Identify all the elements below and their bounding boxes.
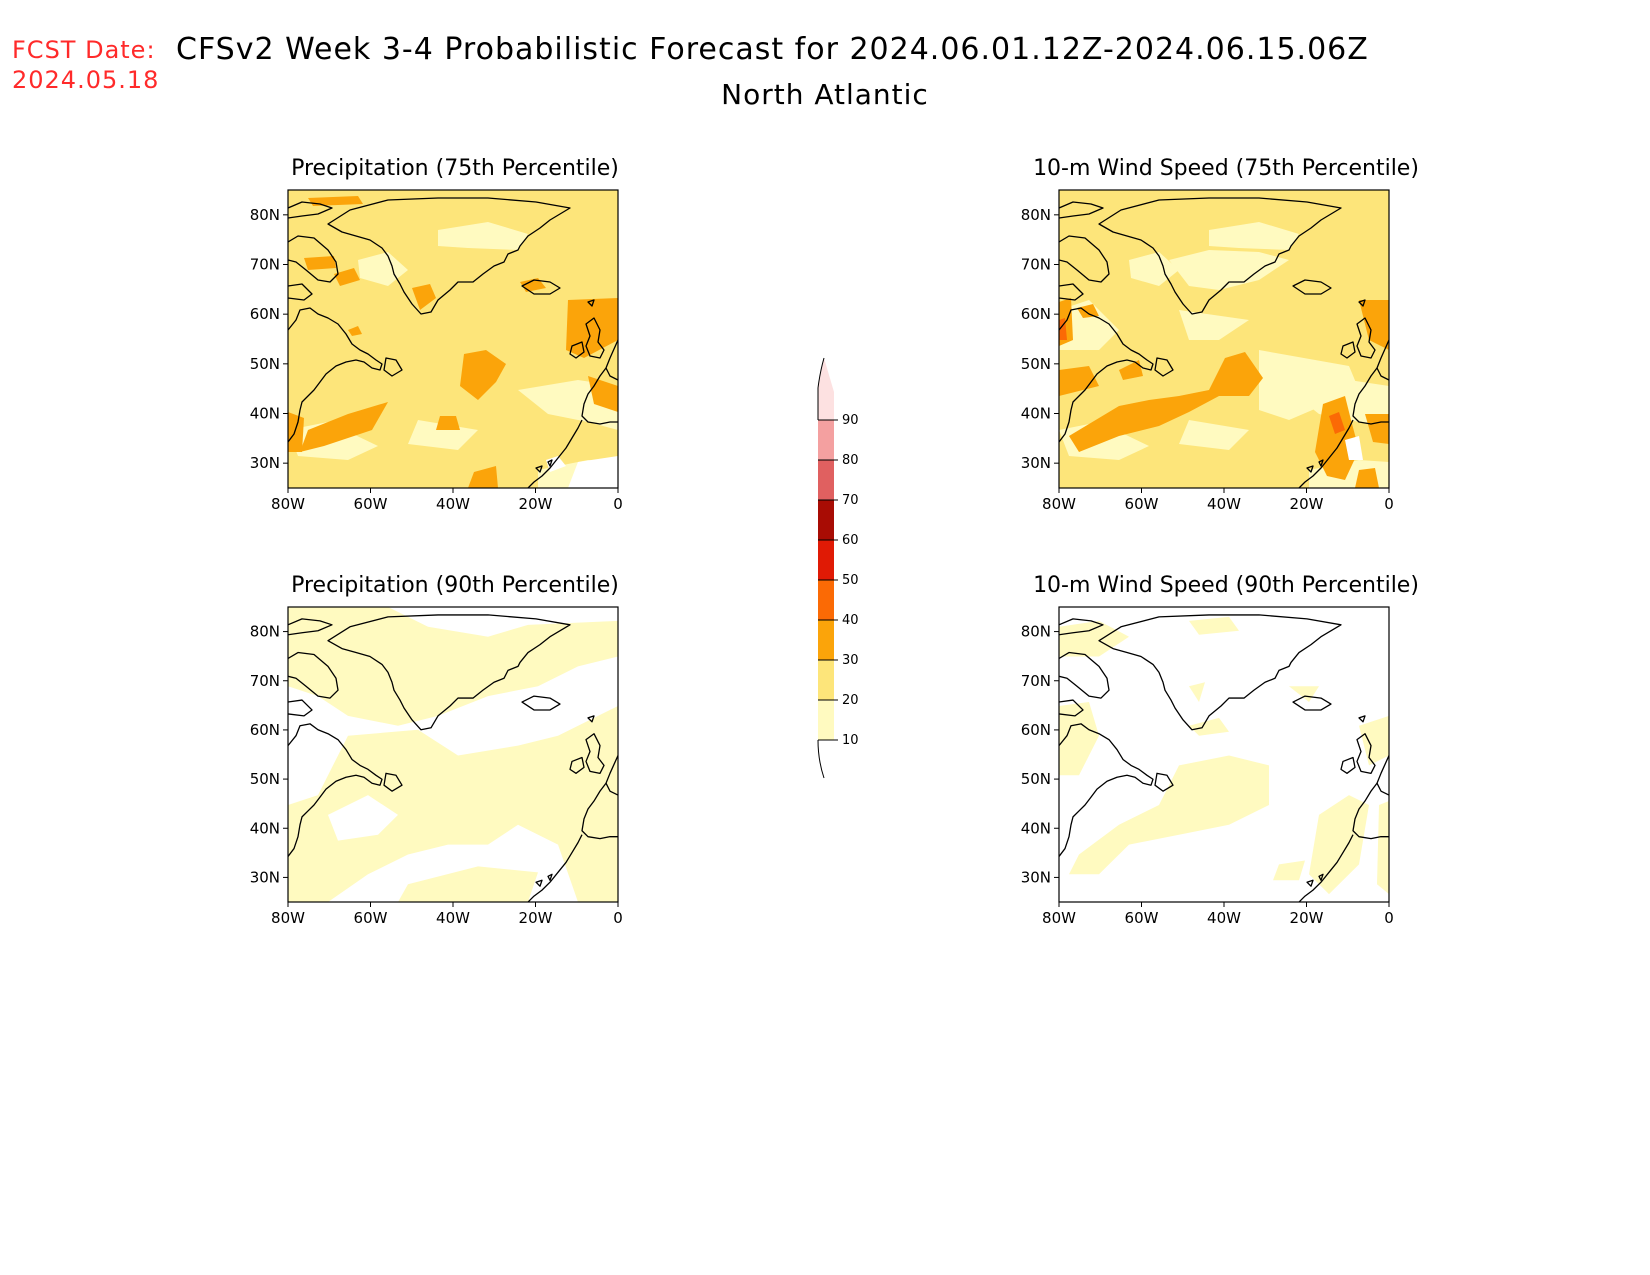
lon-tick-label: 80W bbox=[271, 495, 305, 513]
colorbar-swatch bbox=[818, 580, 834, 620]
lat-tick-label: 40N bbox=[1021, 405, 1051, 423]
colorbar-swatch bbox=[818, 620, 834, 660]
lat-tick-label: 50N bbox=[1021, 355, 1051, 373]
lat-tick-label: 70N bbox=[250, 256, 280, 274]
lat-tick-label: 40N bbox=[250, 405, 280, 423]
colorbar-swatch bbox=[818, 460, 834, 500]
colorbar: 10 20 30 40 50 60 70 80 90 bbox=[817, 357, 859, 779]
lat-tick-label: 50N bbox=[250, 770, 280, 788]
colorbar-swatch bbox=[818, 500, 834, 540]
colorbar-end bbox=[817, 739, 825, 779]
lat-tick-label: 70N bbox=[250, 672, 280, 690]
panel-precip-90: Precipitation (90th Percentile) 80N 70N 60… bbox=[250, 573, 623, 927]
colorbar-label: 50 bbox=[842, 573, 859, 588]
lat-tick-label: 60N bbox=[250, 305, 280, 323]
lat-tick-label: 80N bbox=[250, 206, 280, 224]
region-subtitle: North Atlantic bbox=[721, 78, 929, 111]
lat-tick-label: 30N bbox=[1021, 454, 1051, 472]
lat-tick-label: 50N bbox=[1021, 770, 1051, 788]
lon-tick-label: 60W bbox=[1125, 909, 1159, 927]
colorbar-swatch bbox=[818, 700, 834, 740]
colorbar-label: 40 bbox=[842, 613, 859, 628]
colorbar-end bbox=[817, 357, 825, 420]
lon-tick-label: 0 bbox=[613, 495, 623, 513]
colorbar-label: 20 bbox=[842, 693, 859, 708]
lat-tick-label: 70N bbox=[1021, 256, 1051, 274]
panel-wind-75: 10-m Wind Speed (75th Percentile) bbox=[1021, 156, 1419, 513]
lat-tick-label: 80N bbox=[1021, 623, 1051, 641]
lat-tick-label: 50N bbox=[250, 355, 280, 373]
lon-tick-label: 20W bbox=[1290, 909, 1324, 927]
lat-tick-label: 70N bbox=[1021, 672, 1051, 690]
lon-tick-label: 80W bbox=[271, 909, 305, 927]
lon-tick-label: 20W bbox=[519, 909, 553, 927]
lat-tick-label: 80N bbox=[250, 623, 280, 641]
colorbar-label: 10 bbox=[842, 733, 859, 748]
lat-tick-label: 60N bbox=[1021, 305, 1051, 323]
lat-tick-label: 30N bbox=[250, 868, 280, 886]
panel-title: Precipitation (75th Percentile) bbox=[291, 156, 619, 181]
colorbar-label: 80 bbox=[842, 453, 859, 468]
lon-tick-label: 20W bbox=[519, 495, 553, 513]
lat-tick-label: 60N bbox=[1021, 721, 1051, 739]
lat-tick-label: 60N bbox=[250, 721, 280, 739]
colorbar-swatch bbox=[818, 358, 834, 420]
colorbar-swatch bbox=[818, 420, 834, 460]
panel-title: Precipitation (90th Percentile) bbox=[291, 573, 619, 598]
colorbar-label: 90 bbox=[842, 413, 859, 428]
lat-tick-label: 80N bbox=[1021, 206, 1051, 224]
colorbar-label: 30 bbox=[842, 653, 859, 668]
lon-tick-label: 60W bbox=[1125, 495, 1159, 513]
lat-tick-label: 30N bbox=[250, 454, 280, 472]
lat-tick-label: 30N bbox=[1021, 868, 1051, 886]
lon-tick-label: 80W bbox=[1042, 909, 1076, 927]
lon-tick-label: 20W bbox=[1290, 495, 1324, 513]
lon-tick-label: 0 bbox=[613, 909, 623, 927]
lon-tick-label: 60W bbox=[354, 495, 388, 513]
colorbar-label: 70 bbox=[842, 493, 859, 508]
lon-tick-label: 40W bbox=[436, 909, 470, 927]
panel-title: 10-m Wind Speed (75th Percentile) bbox=[1033, 156, 1419, 181]
lon-tick-label: 0 bbox=[1384, 495, 1394, 513]
lat-tick-label: 40N bbox=[1021, 819, 1051, 837]
lat-tick-label: 40N bbox=[250, 819, 280, 837]
lon-tick-label: 80W bbox=[1042, 495, 1076, 513]
panel-precip-75: Precipitation (75th Percentile) bbox=[250, 156, 623, 513]
lon-tick-label: 0 bbox=[1384, 909, 1394, 927]
lon-tick-label: 40W bbox=[436, 495, 470, 513]
colorbar-swatch bbox=[818, 540, 834, 580]
figure-title: CFSv2 Week 3-4 Probabilistic Forecast fo… bbox=[176, 32, 1369, 67]
panel-wind-90: 10-m Wind Speed (90th Percentile) 80N 70N… bbox=[1021, 573, 1419, 927]
lon-tick-label: 40W bbox=[1207, 909, 1241, 927]
forecast-date-value: 2024.05.18 bbox=[12, 66, 160, 94]
colorbar-label: 60 bbox=[842, 533, 859, 548]
panel-title: 10-m Wind Speed (90th Percentile) bbox=[1033, 573, 1419, 598]
lon-tick-label: 40W bbox=[1207, 495, 1241, 513]
colorbar-swatch bbox=[818, 660, 834, 700]
lon-tick-label: 60W bbox=[354, 909, 388, 927]
forecast-date-label: FCST Date: bbox=[12, 36, 156, 64]
